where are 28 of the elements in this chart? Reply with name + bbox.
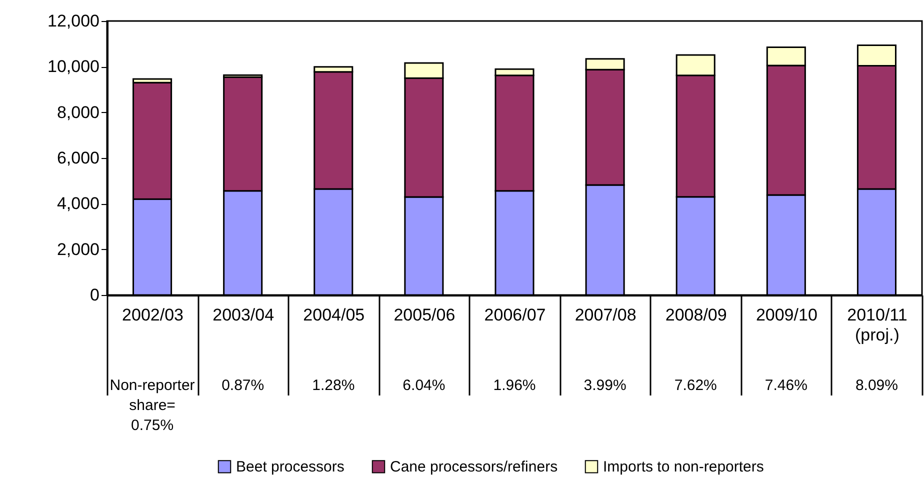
text: Non-reporter share= 0.75%	[110, 377, 195, 434]
x-tick-label: 2008/09	[665, 306, 727, 324]
text: 1.28%	[312, 377, 355, 394]
text: 0.87%	[222, 377, 264, 394]
x-tick-label: 2009/10	[756, 306, 818, 324]
y-tick-label: 2,000	[56, 240, 100, 259]
x-tick-label: 2006/07	[484, 306, 546, 324]
legend-label: Imports to non-reporters	[603, 458, 764, 476]
text: 8.09%	[855, 377, 898, 394]
text: 6.04%	[402, 377, 446, 394]
y-tick-label: 12,000	[48, 12, 100, 30]
y-tick-label: 0	[90, 286, 100, 304]
y-tick-label: 4,000	[56, 194, 100, 214]
x-tick-label: 2005/06	[394, 306, 456, 324]
x-tick-label: 2004/05	[303, 306, 365, 324]
y-tick-label: 10,000	[48, 57, 100, 76]
x-tick-label: 2003/04	[212, 306, 274, 324]
text: 1.96%	[493, 377, 536, 394]
x-tick-label: 2002/03	[122, 306, 184, 324]
text: 3.99%	[584, 377, 626, 394]
y-tick-label: 8,000	[56, 102, 100, 122]
text: 7.46%	[764, 377, 808, 394]
y-tick-label: 6,000	[56, 148, 100, 168]
legend-label: Beet processors	[236, 458, 344, 476]
x-tick-label: 2010/11 (proj.)	[847, 306, 908, 344]
text: 7.62%	[674, 377, 717, 394]
legend-label: Cane processors/refiners	[390, 458, 558, 476]
x-tick-label: 2007/08	[574, 306, 636, 324]
